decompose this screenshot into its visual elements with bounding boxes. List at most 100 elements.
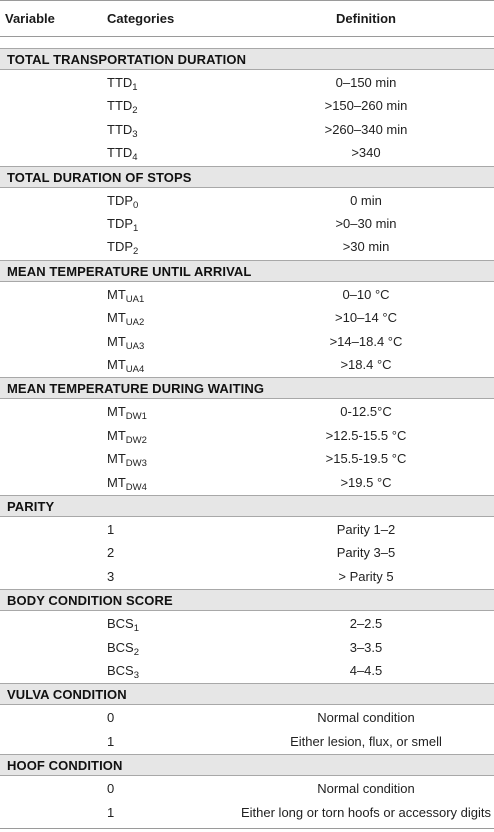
definition-cell: Normal condition (317, 710, 415, 726)
category-cell: TTD3 (107, 121, 138, 139)
definition-cell: >10–14 °C (335, 310, 397, 326)
table-row: MTUA2 >10–14 °C (0, 306, 494, 329)
table-row: MTDW3 >15.5-19.5 °C (0, 447, 494, 470)
definition-cell: 2–2.5 (349, 616, 383, 632)
table-row: MTUA1 0–10 °C (0, 283, 494, 306)
category-label: 1 (107, 804, 115, 820)
table-row: 3 > Parity 5 (0, 565, 494, 588)
definition-cell: >30 min (342, 239, 390, 255)
category-cell: MTUA3 (107, 333, 145, 352)
category-label: TDP (107, 216, 133, 231)
definition-cell: 0-12.5°C (340, 404, 392, 420)
section-header: MEAN TEMPERATURE DURING WAITING (0, 377, 494, 400)
category-cell: TTD4 (107, 145, 138, 164)
category-label: MT (107, 474, 126, 490)
category-cell: BCS3 (107, 663, 140, 681)
table-row: 1 Either lesion, flux, or smell (0, 730, 494, 753)
section-header: TOTAL TRANSPORTATION DURATION (0, 48, 494, 70)
section-title: TOTAL DURATION OF STOPS (7, 169, 192, 185)
category-cell: 3 (107, 569, 114, 584)
table-row: MTDW2 >12.5-15.5 °C (0, 424, 494, 447)
definition-cell: > Parity 5 (338, 568, 394, 584)
category-subscript: UA1 (125, 293, 145, 305)
category-cell: TDP1 (107, 216, 139, 234)
header-variable: Variable (5, 11, 55, 26)
table-row: TTD1 0–150 min (0, 71, 494, 94)
category-subscript: DW2 (125, 434, 147, 446)
category-cell: 0 (107, 710, 114, 725)
definition-cell: >0–30 min (335, 216, 397, 231)
definition-cell: 0 min (350, 192, 382, 208)
category-cell: BCS1 (107, 616, 140, 635)
definition-cell: 0–150 min (335, 75, 397, 90)
table-row: 0 Normal condition (0, 777, 494, 800)
table-row: MTDW1 0-12.5°C (0, 400, 494, 423)
category-cell: MTDW2 (107, 427, 147, 446)
category-label: BCS (107, 639, 134, 655)
category-cell: 1 (107, 522, 114, 537)
category-cell: 1 (107, 805, 114, 820)
definition-cell: >340 (351, 145, 381, 161)
table-row: MTUA4 >18.4 °C (0, 353, 494, 376)
table-row: BCS3 4–4.5 (0, 659, 494, 682)
category-subscript: DW3 (125, 458, 147, 470)
category-subscript: 0 (133, 199, 139, 211)
table-top-rule (0, 0, 494, 1)
category-label: 3 (107, 568, 115, 584)
category-subscript: 2 (132, 105, 138, 117)
definition-cell: Normal condition (317, 781, 415, 797)
category-subscript: 4 (132, 152, 138, 164)
definition-cell: Parity 1–2 (336, 522, 396, 537)
category-label: BCS (107, 663, 134, 678)
table-row: MTUA3 >14–18.4 °C (0, 330, 494, 353)
category-cell: TDP0 (107, 193, 139, 211)
category-subscript: 1 (133, 223, 139, 234)
category-label: MT (107, 357, 126, 372)
category-cell: BCS2 (107, 639, 140, 658)
section-header: BODY CONDITION SCORE (0, 589, 494, 612)
category-cell: 0 (107, 781, 114, 796)
category-cell: 2 (107, 545, 114, 560)
definition-cell: >150–260 min (324, 98, 408, 114)
category-label: MT (107, 404, 126, 420)
table-row: TDP0 0 min (0, 189, 494, 212)
definition-cell: >18.4 °C (340, 357, 392, 372)
table-row: BCS2 3–3.5 (0, 636, 494, 659)
category-cell: MTUA2 (107, 310, 144, 327)
category-subscript: UA3 (125, 340, 145, 352)
category-label: 0 (107, 781, 115, 797)
category-subscript: 3 (133, 670, 140, 681)
definition-cell: Either lesion, flux, or smell (290, 733, 442, 749)
table-row: TTD3 >260–340 min (0, 118, 494, 141)
table-row: 1 Parity 1–2 (0, 518, 494, 541)
category-label: MT (107, 427, 126, 443)
category-subscript: 2 (133, 646, 140, 658)
category-cell: 1 (107, 734, 114, 749)
category-label: 2 (107, 545, 115, 561)
definition-cell: 0–10 °C (342, 286, 390, 302)
section-title: MEAN TEMPERATURE DURING WAITING (7, 381, 265, 397)
definition-cell: >14–18.4 °C (329, 333, 403, 349)
definition-cell: 4–4.5 (349, 663, 383, 678)
category-label: MT (107, 451, 126, 467)
category-label: BCS (107, 616, 134, 632)
category-label: MT (107, 333, 126, 349)
category-label: MT (107, 286, 126, 302)
table-header-rule (0, 36, 494, 37)
section-header: HOOF CONDITION (0, 754, 494, 777)
category-label: TTD (107, 121, 133, 137)
category-subscript: 1 (133, 623, 140, 635)
category-cell: MTDW4 (107, 474, 147, 493)
table-row: TDP2 >30 min (0, 235, 494, 258)
definition-cell: >19.5 °C (340, 474, 392, 490)
category-subscript: DW4 (125, 481, 147, 493)
definition-cell: Parity 3–5 (336, 545, 396, 561)
definition-cell: Either long or torn hoofs or accessory d… (240, 804, 491, 820)
header-definition: Definition (336, 11, 396, 26)
section-header: PARITY (0, 495, 494, 517)
category-label: TTD (107, 145, 133, 161)
category-cell: TDP2 (107, 239, 138, 256)
category-cell: MTDW3 (107, 451, 147, 470)
definition-cell: >12.5-15.5 °C (325, 427, 407, 443)
